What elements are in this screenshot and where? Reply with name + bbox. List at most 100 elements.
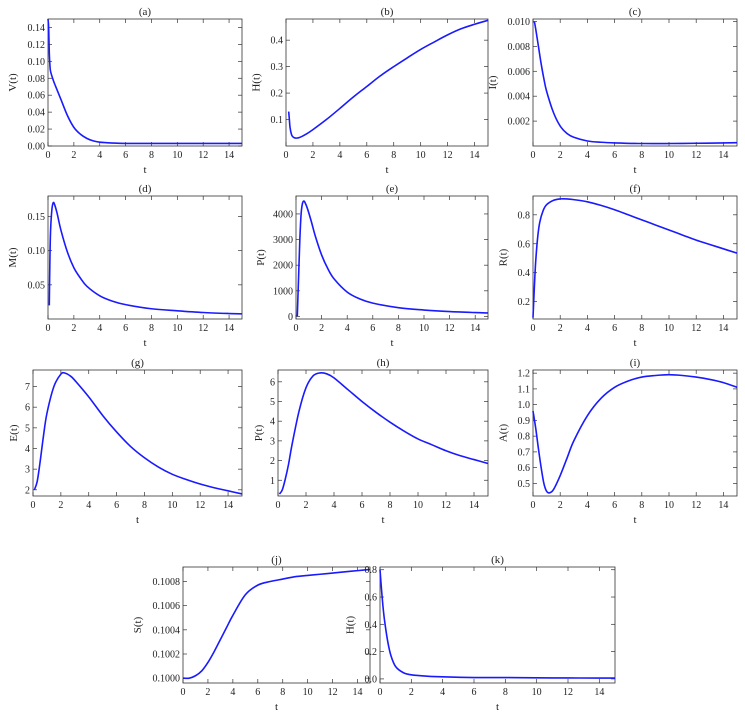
panel-f: (f) 0 2 4 6 8 10 12 14 0.2 0.4 0.6 0.8 t R(t) [497, 183, 738, 349]
x-tick-label: 6 [612, 150, 617, 161]
y-tick-label: 1 [270, 476, 275, 487]
x-axis-label: t [143, 337, 146, 349]
plot-frame [47, 18, 243, 147]
y-tick-label: 0.010 [508, 17, 531, 28]
y-tick-label: 3000 [273, 235, 293, 246]
y-tick-label: 0.004 [508, 92, 531, 103]
panel-a: (a) 0 2 4 6 8 10 12 14 0.00 0.02 0.04 0.06 0.08 0.10 0.… [7, 6, 243, 176]
y-tick-label: 0.08 [28, 74, 46, 85]
plot-frame [295, 195, 489, 320]
y-tick-label: 0.1006 [153, 601, 181, 612]
series-line [533, 21, 738, 145]
x-tick-label: 4 [97, 150, 102, 161]
y-tick-label: 0.008 [508, 42, 531, 53]
series-line [278, 372, 489, 495]
y-tick-label: 0.6 [518, 463, 531, 474]
x-tick-label: 8 [391, 150, 396, 161]
x-tick-label: 0 [531, 323, 536, 334]
y-tick-label: 4 [270, 417, 275, 428]
x-tick-label: 6 [123, 150, 128, 161]
panel-title: (k) [491, 554, 504, 566]
x-tick-label: 6 [360, 500, 365, 511]
x-tick-label: 0 [276, 500, 281, 511]
series-line [532, 197, 738, 318]
y-tick-label: 0.8 [365, 565, 378, 576]
x-tick-label: 8 [149, 323, 154, 334]
y-axis-label: H(t) [344, 616, 356, 635]
series-line [532, 373, 738, 494]
y-axis-label: S(t) [132, 616, 144, 633]
plot-frame [532, 18, 738, 147]
y-axis-label: H(t) [250, 73, 262, 92]
plot-frame [285, 18, 489, 147]
x-tick-label: 2 [409, 687, 414, 698]
x-tick-label: 12 [445, 323, 455, 334]
x-tick-label: 0 [181, 687, 186, 698]
y-tick-label: 0.4 [365, 620, 378, 631]
panel-title: (c) [629, 6, 642, 18]
x-axis-label: t [633, 164, 636, 176]
y-tick-label: 0.1008 [153, 577, 181, 588]
x-tick-label: 12 [691, 150, 701, 161]
y-tick-label: 0.12 [28, 40, 46, 51]
x-tick-label: 2 [558, 150, 563, 161]
y-tick-label: 0.002 [508, 117, 531, 128]
x-tick-label: 2 [558, 500, 563, 511]
x-tick-label: 10 [172, 323, 182, 334]
x-tick-label: 12 [328, 687, 338, 698]
y-tick-label: 0.3 [271, 62, 284, 73]
y-tick-label: 0.2 [365, 647, 378, 658]
panel-k: (k)0 2 4 6 8 10 12 140.00.20.40.60.8tH(t) [344, 554, 616, 713]
x-tick-label: 10 [664, 500, 674, 511]
y-tick-label: 4000 [273, 209, 293, 220]
x-tick-label: 12 [198, 323, 208, 334]
y-axis-label: I(t) [487, 75, 499, 89]
y-tick-label: 6 [25, 403, 30, 414]
x-tick-label: 14 [594, 687, 604, 698]
x-tick-label: 8 [149, 150, 154, 161]
x-tick-label: 10 [303, 687, 313, 698]
x-tick-label: 6 [612, 323, 617, 334]
panel-title: (j) [271, 554, 282, 566]
x-tick-label: 4 [345, 323, 350, 334]
panel-e: (e) 0 2 4 6 8 10 12 14 0 1000 2000 3000 4000 t P(t) [255, 183, 489, 349]
y-tick-label: 3 [25, 465, 30, 476]
x-tick-label: 10 [416, 150, 426, 161]
x-tick-label: 2 [58, 500, 63, 511]
y-tick-label: 0.06 [28, 91, 46, 102]
x-tick-label: 0 [46, 323, 51, 334]
x-tick-label: 10 [172, 150, 182, 161]
y-tick-label: 0.2 [271, 89, 284, 100]
series-line [287, 19, 489, 139]
y-tick-label: 0.1002 [153, 650, 181, 661]
x-tick-label: 0 [46, 150, 51, 161]
y-tick-label: 7 [25, 382, 30, 393]
x-tick-label: 14 [718, 500, 728, 511]
x-tick-label: 6 [114, 500, 119, 511]
panel-b: (b) 0 2 4 6 8 10 12 14 0.1 0.2 0.3 0.4 t H(t) [250, 6, 489, 176]
panel-title: (b) [381, 6, 394, 18]
x-tick-label: 10 [419, 323, 429, 334]
x-tick-label: 14 [469, 500, 479, 511]
plot-frame [532, 195, 738, 320]
x-tick-label: 0 [31, 500, 36, 511]
y-tick-label: 0.7 [518, 447, 531, 458]
x-tick-label: 6 [123, 323, 128, 334]
y-axis-label: R(t) [497, 248, 509, 266]
x-tick-label: 12 [441, 500, 451, 511]
y-tick-label: 0.00 [28, 142, 46, 153]
plot-frame [277, 369, 489, 497]
x-tick-label: 4 [86, 500, 91, 511]
x-tick-label: 12 [563, 687, 573, 698]
y-tick-label: 0.006 [508, 67, 531, 78]
panel-title: (i) [630, 357, 641, 369]
panel-title: (g) [131, 357, 144, 369]
x-tick-label: 2 [558, 323, 563, 334]
x-tick-label: 4 [97, 323, 102, 334]
panel-title: (a) [139, 6, 152, 18]
y-tick-label: 0.2 [518, 297, 531, 308]
x-axis-label: t [381, 514, 384, 526]
x-tick-label: 6 [472, 687, 477, 698]
